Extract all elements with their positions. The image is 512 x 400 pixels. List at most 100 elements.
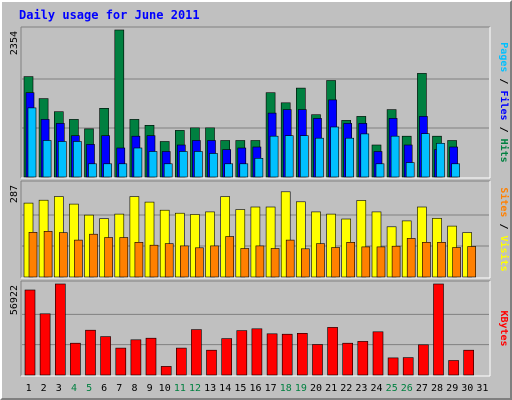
bar-pages-day-6: [103, 163, 112, 178]
bar-visits-day-9: [144, 201, 155, 278]
bar-sites-day-23: [361, 246, 371, 278]
x-tick-label-3: 3: [56, 383, 62, 394]
bar-sites-day-28: [437, 242, 446, 278]
x-tick-label-25: 25: [386, 383, 398, 394]
bar-sites-day-20: [316, 243, 325, 278]
panel-hits-files-pages: 2354 Pages / Files / Hits: [9, 26, 510, 179]
bar-sites-day-26: [406, 238, 416, 278]
bar-sites-day-30: [467, 246, 477, 278]
bar-kbytes-day-19: [296, 332, 308, 376]
x-tick-label-9: 9: [147, 383, 153, 394]
bar-pages-day-15: [239, 163, 249, 178]
bar-visits-day-18: [280, 191, 291, 278]
bar-kbytes-day-9: [145, 337, 157, 376]
bar-pages-day-12: [194, 151, 203, 178]
x-tick-label-14: 14: [219, 383, 231, 394]
bar-pages-day-11: [179, 151, 188, 178]
bar-visits-day-12: [190, 214, 200, 278]
legend-entry: Hits: [498, 139, 510, 163]
bar-kbytes-day-26: [402, 357, 414, 376]
bar-kbytes-day-2: [39, 313, 51, 376]
legend-kbytes: KBytes: [498, 310, 509, 346]
bar-kbytes-day-25: [387, 357, 399, 376]
bar-pages-day-1: [27, 107, 37, 178]
x-tick-label-12: 12: [189, 383, 201, 394]
x-tick-label-7: 7: [116, 383, 122, 394]
bar-sites-day-29: [452, 247, 461, 278]
legend-entry: Visits: [498, 236, 510, 272]
bar-visits-day-15: [235, 209, 246, 278]
bar-pages-day-14: [224, 163, 233, 178]
bar-pages-day-29: [451, 163, 460, 178]
bar-visits-day-19: [295, 201, 306, 278]
bar-pages-day-4: [73, 141, 82, 178]
bar-pages-day-19: [299, 135, 309, 178]
bar-sites-day-18: [285, 239, 295, 278]
bar-visits-day-17: [265, 206, 276, 278]
bar-pages-day-10: [163, 163, 173, 178]
bar-pages-day-18: [284, 135, 294, 178]
x-tick-label-17: 17: [265, 383, 277, 394]
bar-visits-day-24: [371, 211, 382, 278]
bar-pages-day-22: [345, 137, 355, 178]
panel-kbytes: 56922 KBytes: [9, 280, 509, 377]
bar-sites-day-1: [28, 232, 38, 278]
x-tick-label-22: 22: [340, 383, 352, 394]
legend-entry: Sites: [498, 187, 510, 217]
bar-sites-day-13: [210, 245, 219, 278]
bar-pages-day-5: [88, 163, 97, 178]
bar-kbytes-day-10: [160, 366, 172, 376]
bar-kbytes-day-17: [266, 333, 278, 376]
x-tick-label-15: 15: [234, 383, 246, 394]
x-tick-label-19: 19: [295, 383, 307, 394]
bar-pages-day-27: [421, 133, 430, 178]
bar-kbytes-day-30: [463, 349, 475, 376]
bar-pages-day-9: [148, 151, 158, 178]
x-tick-label-20: 20: [310, 383, 322, 394]
bar-kbytes-day-23: [357, 341, 369, 376]
bar-pages-day-2: [42, 140, 52, 178]
bar-pages-day-7: [118, 163, 128, 178]
x-tick-label-18: 18: [280, 383, 292, 394]
x-tick-label-24: 24: [370, 383, 382, 394]
legend-entry: /: [498, 217, 509, 235]
bar-kbytes-day-18: [281, 333, 293, 376]
y-axis-max-label: 56922: [9, 285, 20, 315]
bar-sites-day-8: [134, 242, 144, 278]
bar-visits-day-13: [205, 211, 215, 278]
bar-pages-day-20: [315, 137, 324, 178]
bar-kbytes-day-8: [130, 339, 142, 376]
x-tick-label-30: 30: [461, 383, 473, 394]
x-tick-label-2: 2: [41, 383, 47, 394]
bar-sites-day-4: [74, 239, 83, 278]
bar-kbytes-day-22: [342, 342, 354, 376]
bar-sites-day-22: [346, 242, 356, 278]
bar-kbytes-day-13: [206, 349, 217, 376]
bar-sites-day-25: [391, 245, 401, 278]
bar-pages-day-25: [390, 135, 400, 178]
bar-kbytes-day-28: [433, 283, 444, 376]
bar-sites-day-12: [195, 247, 204, 278]
bar-pages-day-28: [436, 143, 445, 178]
chart-title: Daily usage for June 2011: [19, 8, 200, 22]
bar-visits-day-8: [129, 196, 140, 278]
bar-kbytes-day-20: [312, 344, 323, 376]
y-axis-max-label: 287: [9, 185, 20, 203]
x-tick-label-1: 1: [26, 383, 32, 394]
bar-kbytes-day-27: [418, 344, 429, 376]
bar-kbytes-day-29: [448, 360, 459, 376]
x-tick-label-8: 8: [131, 383, 137, 394]
bar-sites-day-3: [58, 232, 68, 278]
x-tick-label-6: 6: [101, 383, 107, 394]
x-tick-label-11: 11: [174, 383, 186, 394]
panel-visits-sites: 287 Sites / Visits: [9, 180, 510, 279]
bar-sites-day-6: [104, 237, 113, 278]
bar-sites-day-24: [376, 246, 386, 278]
bar-kbytes-day-14: [221, 338, 232, 376]
x-tick-label-27: 27: [416, 383, 428, 394]
x-tick-label-16: 16: [249, 383, 261, 394]
bar-kbytes-day-12: [191, 329, 202, 376]
bar-sites-day-19: [300, 248, 310, 278]
